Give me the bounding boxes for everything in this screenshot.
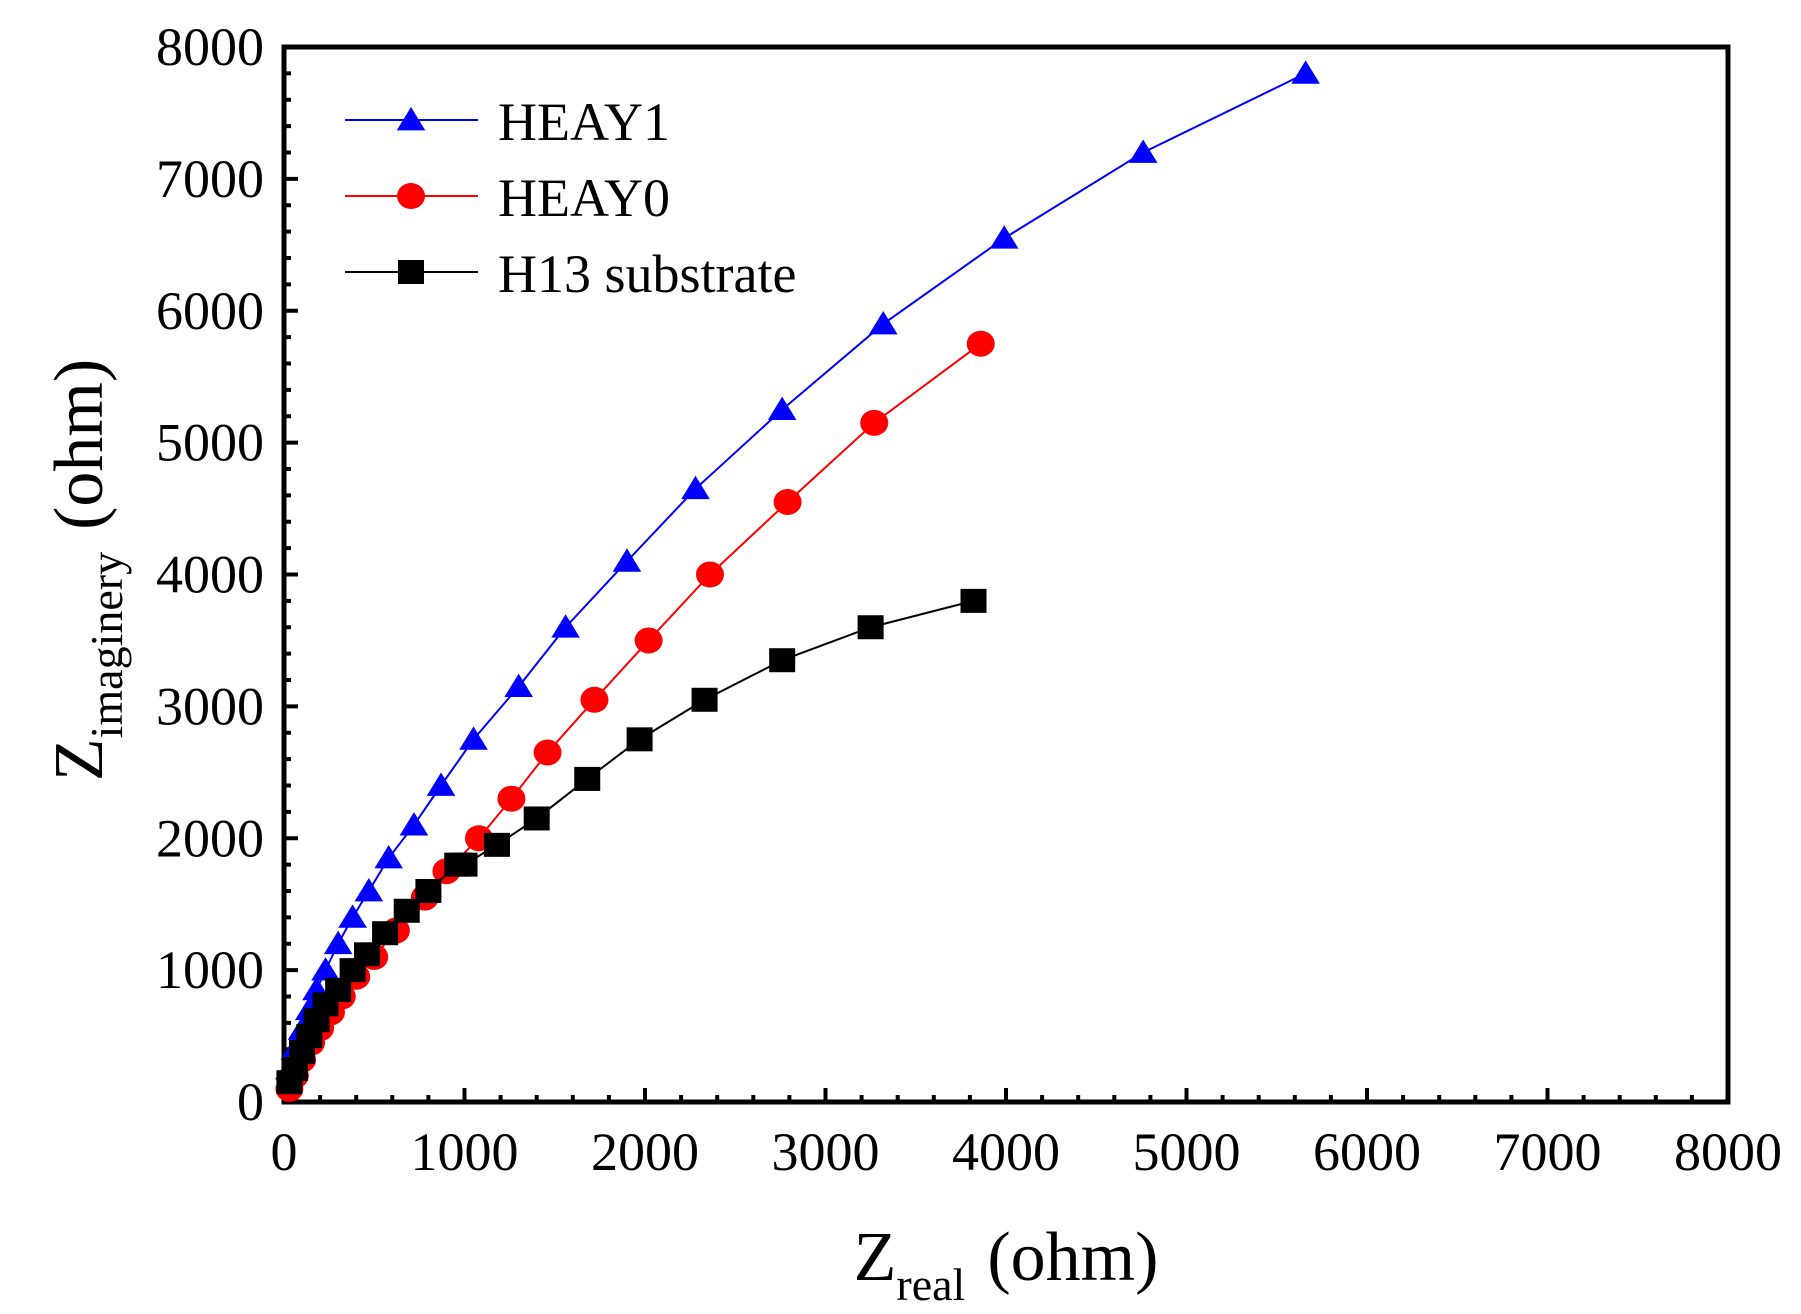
legend-marker xyxy=(398,260,424,284)
data-point-heay1 xyxy=(868,310,898,335)
series-heay0 xyxy=(275,330,995,1102)
data-point-heay0 xyxy=(966,330,995,357)
data-point-h13-substrate xyxy=(451,852,478,877)
x-tick-label: 1000 xyxy=(411,1122,519,1182)
data-point-heay1 xyxy=(1291,60,1320,84)
y-axis-ticks xyxy=(284,45,298,1104)
legend-label: HEAY0 xyxy=(498,168,670,228)
data-point-heay1 xyxy=(399,812,429,836)
data-point-heay1 xyxy=(323,930,353,955)
data-point-h13-substrate xyxy=(354,942,381,967)
legend-item-heay0: HEAY0 xyxy=(345,168,670,228)
x-tick-label: 8000 xyxy=(1674,1122,1782,1182)
x-axis-title-unit: (ohm) xyxy=(987,1219,1158,1296)
series-line-heay0 xyxy=(288,342,982,1090)
y-tick-label: 1000 xyxy=(156,940,264,1000)
y-tick-label: 2000 xyxy=(156,808,264,868)
data-point-heay0 xyxy=(533,739,562,766)
legend-marker xyxy=(396,107,426,131)
x-tick-label: 5000 xyxy=(1133,1122,1241,1182)
x-axis-tick-labels: 0 1000 2000 3000 4000 5000 6000 7000 8000 xyxy=(271,1122,1783,1182)
data-point-heay1 xyxy=(989,225,1019,249)
data-point-h13-substrate xyxy=(574,766,601,791)
y-axis-tick-labels: 0 1000 2000 3000 4000 5000 6000 7000 8000 xyxy=(156,17,264,1132)
legend-item-h13-substrate: H13 substrate xyxy=(345,244,796,304)
x-axis-title: Zreal (ohm) xyxy=(854,1219,1159,1310)
data-point-h13-substrate xyxy=(372,921,399,946)
x-tick-label: 3000 xyxy=(772,1122,880,1182)
x-axis-title-main: Z xyxy=(854,1219,897,1296)
data-point-heay1 xyxy=(354,878,384,902)
x-tick-label: 6000 xyxy=(1313,1122,1421,1182)
x-tick-label: 4000 xyxy=(952,1122,1060,1182)
data-point-heay0 xyxy=(634,627,663,654)
data-point-heay1 xyxy=(504,673,533,697)
x-tick-label: 2000 xyxy=(591,1122,699,1182)
x-tick-label: 0 xyxy=(271,1122,298,1182)
y-tick-label: 4000 xyxy=(156,545,264,605)
y-tick-label: 3000 xyxy=(156,676,264,736)
legend-item-heay1: HEAY1 xyxy=(345,92,670,152)
series-line-heay1 xyxy=(288,72,1307,1070)
data-point-h13-substrate xyxy=(857,615,884,640)
series-heay1 xyxy=(275,60,1320,1080)
legend-label: HEAY1 xyxy=(498,92,670,152)
data-point-heay1 xyxy=(612,548,642,572)
data-point-heay1 xyxy=(767,396,797,421)
y-tick-label: 5000 xyxy=(156,413,264,473)
y-tick-label: 6000 xyxy=(156,281,264,341)
series-line-h13-substrate xyxy=(288,599,974,1083)
data-point-h13-substrate xyxy=(415,879,442,903)
data-point-heay1 xyxy=(459,726,488,750)
data-point-heay1 xyxy=(551,614,580,638)
data-point-heay0 xyxy=(580,686,609,713)
data-point-heay1 xyxy=(311,957,340,981)
y-axis-title-unit: (ohm) xyxy=(41,359,118,530)
data-point-h13-substrate xyxy=(691,687,718,712)
series-h13-substrate xyxy=(276,588,987,1095)
y-axis-title-sub: imaginery xyxy=(81,552,132,739)
data-point-h13-substrate xyxy=(960,588,987,613)
y-axis-title: Zimaginery (ohm) xyxy=(41,359,132,781)
legend-label: H13 substrate xyxy=(498,244,796,304)
legend-marker xyxy=(397,183,425,209)
y-tick-label: 7000 xyxy=(156,149,264,209)
data-point-heay0 xyxy=(773,488,802,515)
y-axis-title-main: Z xyxy=(41,738,118,781)
legend: HEAY1 HEAY0 H13 substrate xyxy=(345,92,796,304)
data-point-heay1 xyxy=(1128,139,1158,163)
data-point-heay1 xyxy=(374,845,403,869)
series-layer xyxy=(275,60,1320,1102)
data-point-heay0 xyxy=(497,785,526,812)
data-point-h13-substrate xyxy=(523,806,550,831)
data-point-heay0 xyxy=(695,561,724,588)
data-point-h13-substrate xyxy=(626,727,653,752)
y-tick-label: 8000 xyxy=(156,17,264,77)
x-tick-label: 7000 xyxy=(1494,1122,1602,1182)
data-point-h13-substrate xyxy=(483,832,510,857)
data-point-heay1 xyxy=(426,772,456,796)
data-point-heay1 xyxy=(681,475,710,500)
x-axis-ticks xyxy=(282,1088,1730,1102)
data-point-heay0 xyxy=(860,409,889,436)
data-point-heay1 xyxy=(338,904,367,928)
x-axis-title-sub: real xyxy=(896,1259,965,1310)
y-tick-label: 0 xyxy=(237,1072,264,1132)
data-point-h13-substrate xyxy=(769,648,796,673)
